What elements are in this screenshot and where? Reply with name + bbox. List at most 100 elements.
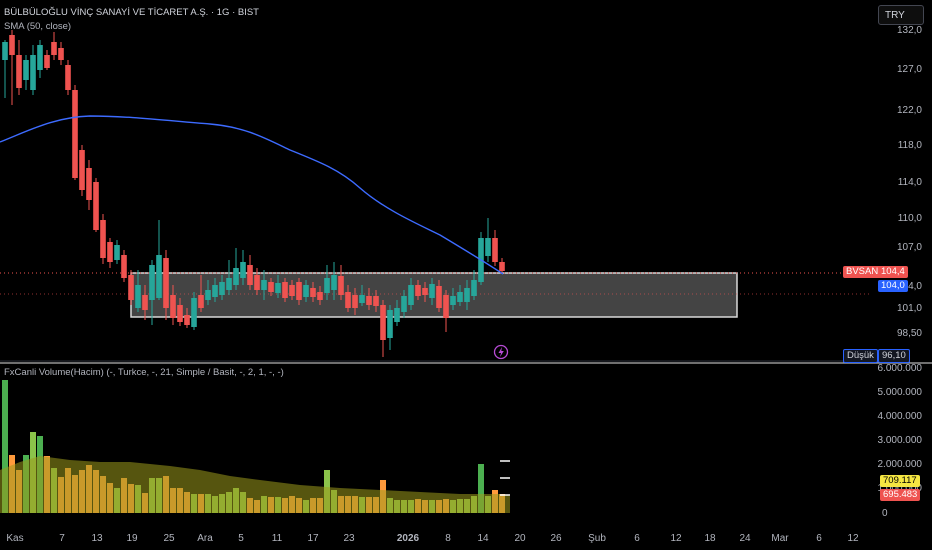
candle-body <box>240 262 246 278</box>
time-tick-label: 7 <box>59 533 65 544</box>
candle-down <box>65 60 71 95</box>
time-tick-label: 12 <box>847 533 859 544</box>
candle-body <box>121 255 127 278</box>
candle-body <box>429 284 435 298</box>
time-tick-label: 8 <box>445 533 451 544</box>
candle-down <box>422 282 428 302</box>
time-tick-label: 12 <box>670 533 682 544</box>
candle-body <box>254 275 260 290</box>
candle-down <box>121 250 127 282</box>
candle-down <box>373 290 379 312</box>
candle-down <box>177 298 183 326</box>
lightning-icon[interactable] <box>493 344 509 360</box>
candle-body <box>135 285 141 308</box>
candle-down <box>9 30 15 105</box>
candle-body <box>156 255 162 298</box>
candle-up <box>114 240 120 264</box>
time-tick-label: 5 <box>238 533 244 544</box>
time-tick-label: 6 <box>634 533 640 544</box>
candle-down <box>163 250 169 320</box>
candle-up <box>331 262 337 300</box>
volume-average-area <box>0 456 510 513</box>
price-axis-ticks: 132,0 127,0 122,0 118,0 114,0 110,0 107,0 104,0… <box>897 25 922 339</box>
candle-down <box>310 282 316 302</box>
candle-down <box>289 280 295 300</box>
price-tick-label: 132,0 <box>897 25 922 36</box>
candle-down <box>436 280 442 312</box>
candle-up <box>219 275 225 300</box>
candle-up <box>359 285 365 306</box>
candle-up <box>233 248 239 290</box>
currency-button[interactable]: TRY <box>878 5 924 25</box>
volume-tick-label: 5.000.000 <box>878 387 923 398</box>
volume-indicator-legend[interactable]: FxCanli Volume(Hacim) (-, Turkce, -, 21,… <box>4 367 284 378</box>
volume-axis-ticks: 6.000.000 5.000.000 4.000.000 3.000.000 2.00… <box>878 363 923 519</box>
last-price-label: 104,4 <box>878 266 908 278</box>
price-tick-label: 118,0 <box>898 140 923 151</box>
symbol-title[interactable]: BÜLBÜLOĞLU VİNÇ SANAYİ VE TİCARET A.Ş. ·… <box>4 7 259 18</box>
candle-body <box>9 35 15 55</box>
candle-down <box>282 278 288 302</box>
price-tick-label: 98,50 <box>897 328 922 339</box>
candle-down <box>79 145 85 196</box>
candle-down <box>170 285 176 325</box>
price-tick-label: 110,0 <box>898 213 923 224</box>
candle-down <box>142 285 148 320</box>
candle-body <box>359 295 365 303</box>
time-tick-label: 26 <box>550 533 562 544</box>
price-tick-label: 122,0 <box>897 105 922 116</box>
time-tick-label: Şub <box>588 533 606 544</box>
candle-body <box>366 296 372 305</box>
candle-down <box>72 85 78 180</box>
candle-down <box>345 285 351 312</box>
time-tick-label: 25 <box>163 533 175 544</box>
candle-down <box>352 288 358 315</box>
candle-down <box>443 290 449 332</box>
candle-up <box>156 220 162 300</box>
volume-tick-label: 1.000.000 <box>878 483 923 494</box>
price-candles <box>2 30 505 357</box>
sma-value-label: 104,0 <box>878 280 908 292</box>
candle-up <box>429 278 435 305</box>
candle-down <box>247 255 253 290</box>
candle-body <box>317 292 323 300</box>
candle-body <box>352 295 358 308</box>
sma-legend[interactable]: SMA (50, close) <box>4 21 72 32</box>
candle-down <box>16 40 22 95</box>
candle-up <box>191 292 197 330</box>
candle-up <box>261 270 267 300</box>
volume-markers <box>500 460 510 496</box>
candle-body <box>247 265 253 285</box>
low-label: Düşük <box>843 349 878 363</box>
candle-down <box>198 275 204 312</box>
time-tick-label: 6 <box>816 533 822 544</box>
time-tick-label: 2026 <box>397 533 420 544</box>
candle-body <box>387 310 393 338</box>
candle-body <box>191 298 197 327</box>
candle-body <box>408 285 414 305</box>
candle-down <box>296 278 302 305</box>
candle-body <box>310 288 316 297</box>
candle-down <box>44 50 50 70</box>
candle-body <box>380 305 386 340</box>
time-tick-label: 18 <box>704 533 716 544</box>
candle-body <box>184 315 190 325</box>
volume-tick-label: 3.000.000 <box>878 435 923 446</box>
candle-down <box>492 230 498 266</box>
candle-up <box>387 305 393 350</box>
candle-down <box>128 270 134 305</box>
candle-down <box>268 278 274 296</box>
candle-body <box>86 168 92 200</box>
candle-body <box>100 220 106 258</box>
candle-body <box>373 296 379 306</box>
candle-body <box>485 238 491 256</box>
price-tick-label: 107,0 <box>897 242 922 253</box>
price-tick-label: 127,0 <box>897 64 922 75</box>
volume-bar <box>478 464 484 513</box>
candle-up <box>457 285 463 306</box>
candle-body <box>177 305 183 322</box>
time-tick-label: 11 <box>272 533 283 544</box>
candle-body <box>499 262 505 271</box>
candle-body <box>401 296 407 312</box>
